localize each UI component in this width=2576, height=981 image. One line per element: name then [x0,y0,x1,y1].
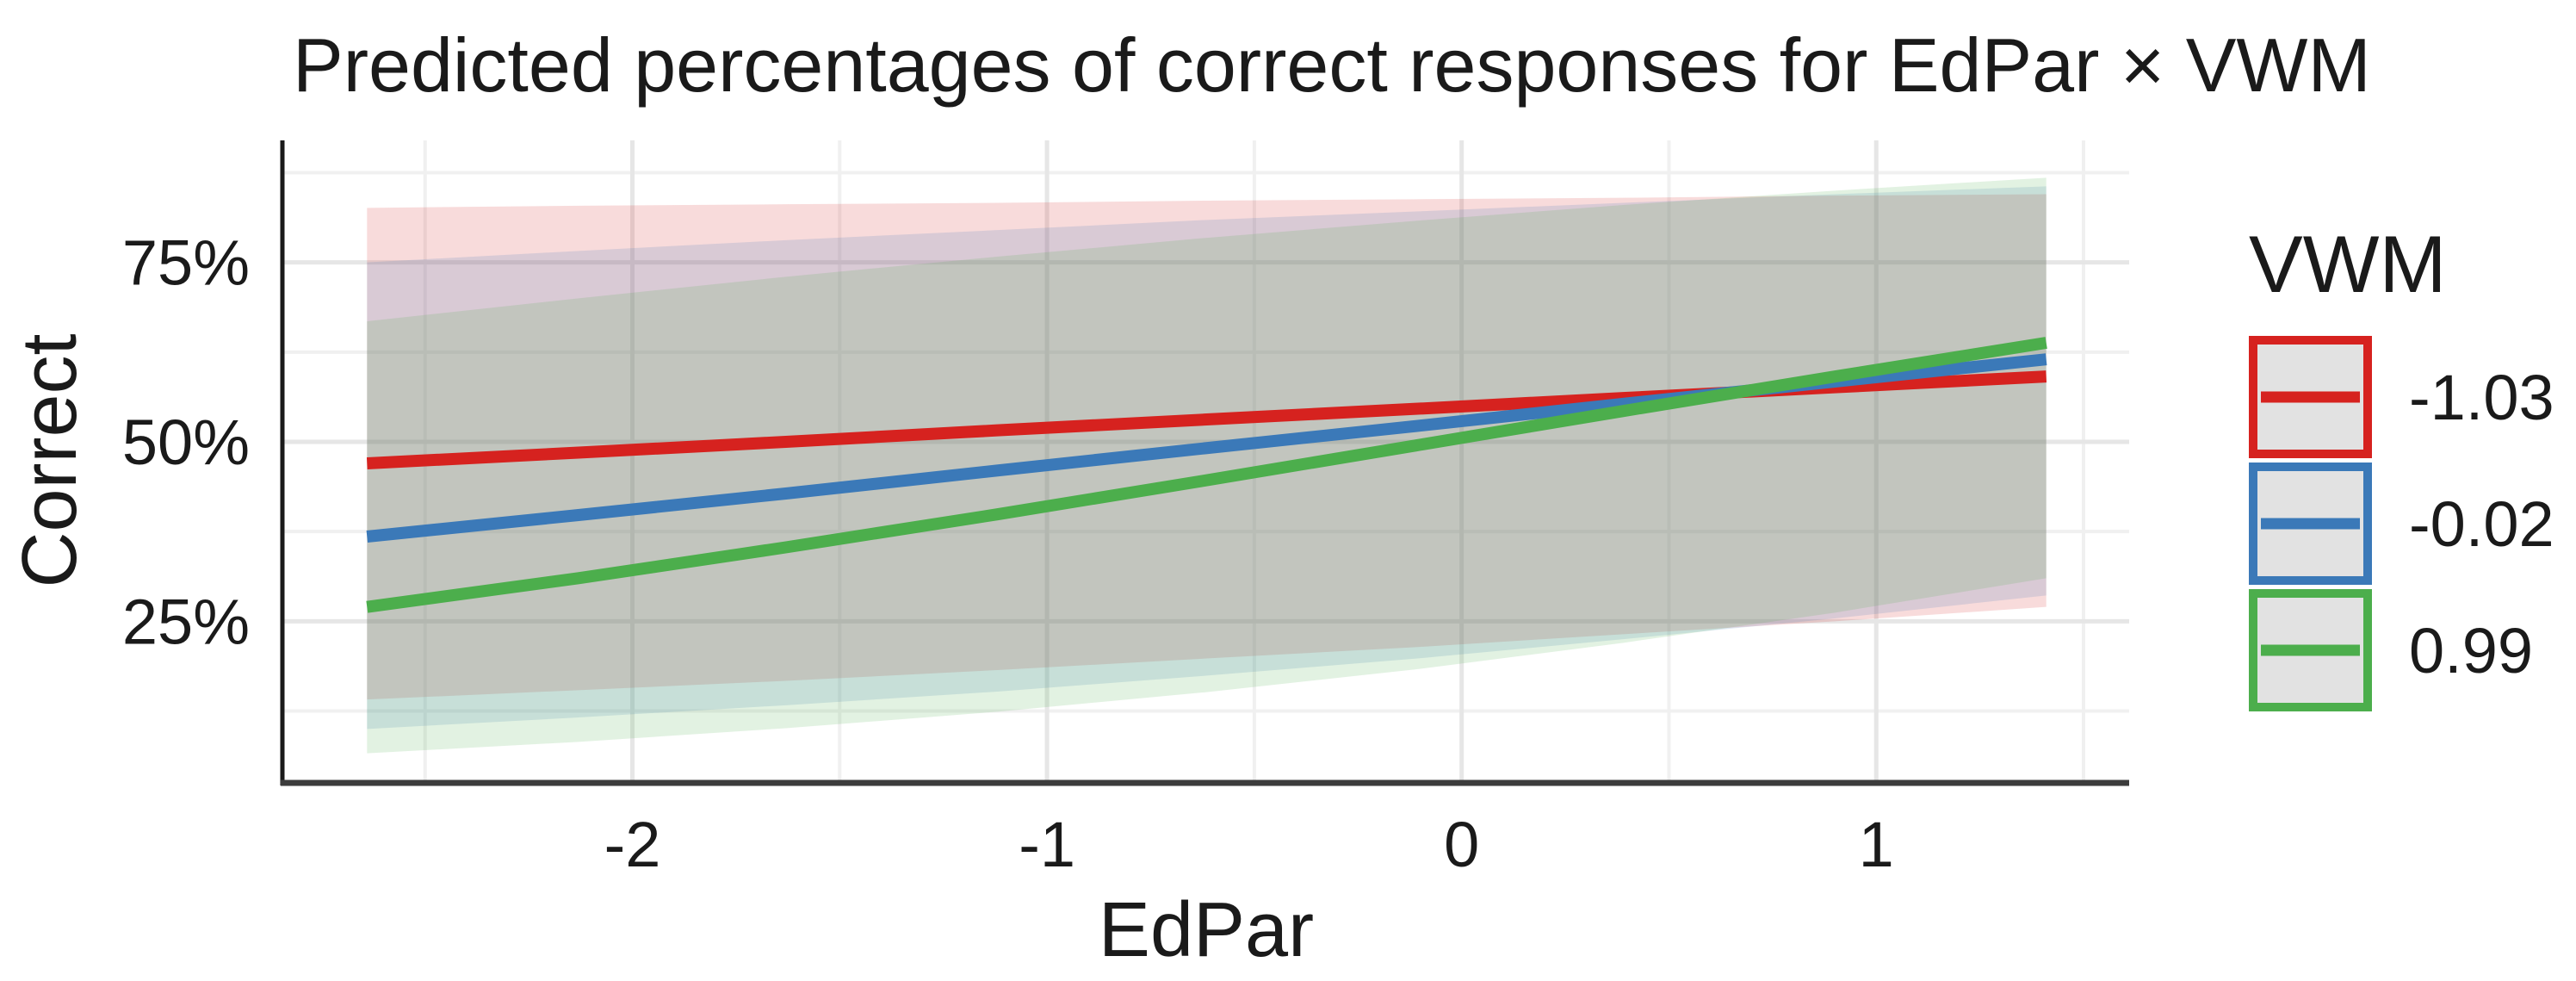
x-tick-label: -1 [1019,809,1075,880]
x-axis-title: EdPar [1099,887,1314,973]
legend-label: 0.99 [2409,615,2533,686]
legend-keys: -1.03 -0.02 0.99 [2249,336,2554,711]
legend-label: -0.02 [2409,488,2554,560]
ribbon-0.99 [367,177,2047,754]
legend: VWM -1.03 -0.02 0.99 [2249,219,2554,711]
gridlines-major [284,140,2129,782]
line-0.99 [366,337,2047,613]
y-axis-title: Correct [7,333,93,587]
legend-title: VWM [2249,219,2447,309]
y-tick-label: 75% [122,227,250,299]
x-tick-label: 1 [1859,809,1894,880]
fitted-lines [366,337,2047,613]
x-tick-labels: -2 -1 0 1 [604,809,1894,880]
y-tick-labels: 25% 50% 75% [122,227,250,658]
x-tick-label: -2 [604,809,661,880]
plot-title: Predicted percentages of correct respons… [293,22,2371,108]
y-tick-label: 50% [122,407,250,478]
ribbon--0.02 [367,186,2047,730]
confidence-ribbons [367,177,2047,754]
legend-label: -1.03 [2409,362,2554,433]
y-tick-label: 25% [122,586,250,657]
gridlines-minor [284,140,2129,782]
x-tick-label: 0 [1444,809,1479,880]
